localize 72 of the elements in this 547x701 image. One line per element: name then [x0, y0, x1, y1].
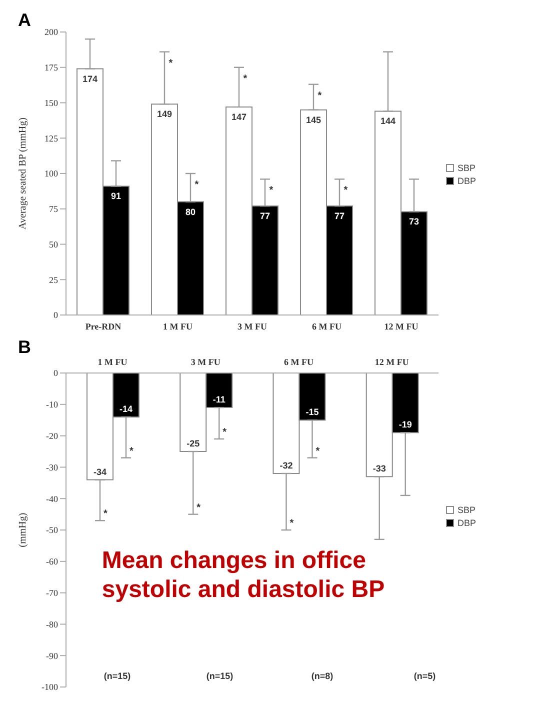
legend-label: DBP	[457, 518, 476, 528]
data-label: 91	[110, 191, 122, 202]
y-tick-label: -80	[46, 619, 58, 630]
y-tick-label: 150	[44, 98, 58, 108]
y-tick-label: -30	[46, 462, 58, 472]
y-tick-label: 25	[49, 274, 58, 285]
y-tick-label: -40	[46, 494, 58, 504]
y-tick-label: -90	[46, 650, 58, 661]
annotation: *	[168, 58, 173, 69]
y-tick-label: 175	[44, 62, 58, 73]
x-tick-label: 12 M FU	[374, 357, 410, 367]
y-tick-label: 75	[49, 204, 58, 214]
annotation: *	[194, 180, 199, 190]
legend-label: SBP	[457, 505, 476, 515]
data-label: 77	[260, 211, 270, 222]
annotation: *	[243, 73, 248, 84]
text: Mean changes in office systolic and diastolic BP	[102, 546, 386, 604]
y-axis-title: Average seated BP (mmHg)	[18, 118, 29, 230]
y-tick-label: -20	[46, 430, 58, 441]
y-tick-label: -70	[46, 588, 58, 598]
y-tick-label: 100	[44, 168, 58, 179]
annotation: *	[104, 508, 108, 520]
x-tick-label: 3 M FU	[190, 357, 221, 367]
data-label: 174	[82, 74, 98, 84]
data-label: 80	[185, 206, 196, 217]
data-label: -32	[280, 460, 293, 470]
x-tick-label: 6 M FU	[312, 321, 342, 332]
data-label: -11	[212, 394, 226, 405]
y-tick-label: -50	[46, 525, 58, 536]
data-label: 147	[231, 112, 247, 122]
annotation: *	[318, 90, 322, 102]
data-label: 149	[156, 109, 172, 120]
data-label: 145	[306, 114, 322, 125]
annotation: (n=15)	[102, 671, 132, 681]
x-tick-label: 1 M FU	[98, 357, 128, 367]
legend-label: SBP	[457, 162, 476, 172]
data-label: -33	[372, 464, 386, 474]
y-tick-label: -100	[42, 682, 58, 692]
annotation: *	[196, 502, 201, 514]
data-label: -34	[93, 466, 107, 477]
annotation: (n=5)	[412, 671, 437, 681]
x-tick-label: 3 M FU	[237, 321, 268, 332]
x-tick-label: Pre-RDN	[85, 321, 122, 332]
annotation: *	[316, 446, 320, 457]
chart-title: B	[18, 337, 31, 358]
x-tick-label: 6 M FU	[284, 357, 314, 367]
annotation: *	[130, 446, 134, 457]
y-axis-title: (mmHg)	[18, 512, 29, 548]
data-label: 77	[334, 211, 344, 222]
annotation: (n=8)	[310, 671, 334, 681]
data-label: -25	[186, 438, 200, 448]
data-label: 144	[380, 116, 396, 126]
chart-title: A	[18, 10, 31, 31]
legend-label: DBP	[457, 176, 476, 186]
y-tick-label: 0	[54, 368, 58, 378]
annotation: *	[222, 426, 227, 438]
y-tick-label: -10	[46, 400, 58, 410]
data-label: -14	[119, 404, 133, 414]
y-tick-label: 125	[44, 133, 58, 144]
y-tick-label: -60	[46, 556, 58, 567]
annotation: *	[269, 185, 274, 196]
annotation: (n=15)	[205, 671, 234, 681]
data-label: -19	[398, 420, 412, 430]
y-tick-label: 200	[44, 27, 58, 38]
annotation: *	[290, 518, 294, 529]
y-tick-label: 50	[49, 239, 58, 250]
x-tick-label: 12 M FU	[384, 321, 419, 332]
y-tick-label: 0	[54, 310, 58, 320]
annotation: *	[344, 185, 348, 196]
data-label: 73	[408, 216, 419, 227]
x-tick-label: 1 M FU	[162, 321, 193, 332]
data-label: -15	[306, 407, 319, 418]
